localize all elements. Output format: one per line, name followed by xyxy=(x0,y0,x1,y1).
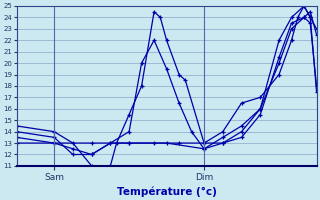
X-axis label: Température (°c): Température (°c) xyxy=(117,186,217,197)
